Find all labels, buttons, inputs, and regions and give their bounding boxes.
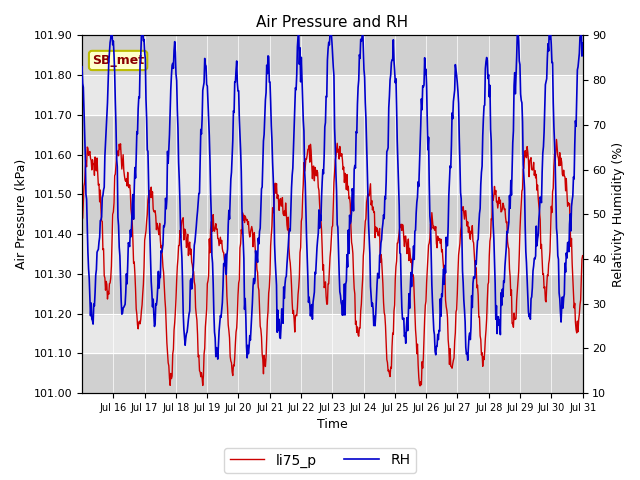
Bar [82,313,582,353]
Line: RH: RH [82,26,582,360]
li75_p [253,269,261,275]
Bar [82,75,582,115]
Legend: li75_p, RH: li75_p, RH [224,448,416,473]
RH [412,210,420,216]
li75_p [137,316,145,322]
li75_p [553,136,561,142]
Bar [82,274,582,313]
Bar [82,36,582,75]
Text: SB_met: SB_met [92,54,144,67]
li75_p [229,372,237,378]
RH [273,329,281,335]
li75_p [416,383,424,389]
Bar [82,353,582,393]
RH [230,108,237,114]
li75_p [383,360,391,365]
li75_p [273,180,280,186]
li75_p [579,253,586,259]
RH [78,64,86,70]
li75_p [78,217,86,223]
X-axis label: Time: Time [317,419,348,432]
RH [254,235,262,241]
li75_p [412,327,419,333]
Title: Air Pressure and RH: Air Pressure and RH [256,15,408,30]
RH [138,24,146,29]
Bar [82,115,582,155]
RH [137,53,145,59]
RH [579,40,586,46]
RH [384,145,392,151]
Y-axis label: Relativity Humidity (%): Relativity Humidity (%) [612,142,625,287]
Bar [82,194,582,234]
RH [464,357,472,363]
Bar [82,234,582,274]
Line: li75_p: li75_p [82,139,582,386]
Bar [82,155,582,194]
Y-axis label: Air Pressure (kPa): Air Pressure (kPa) [15,159,28,269]
